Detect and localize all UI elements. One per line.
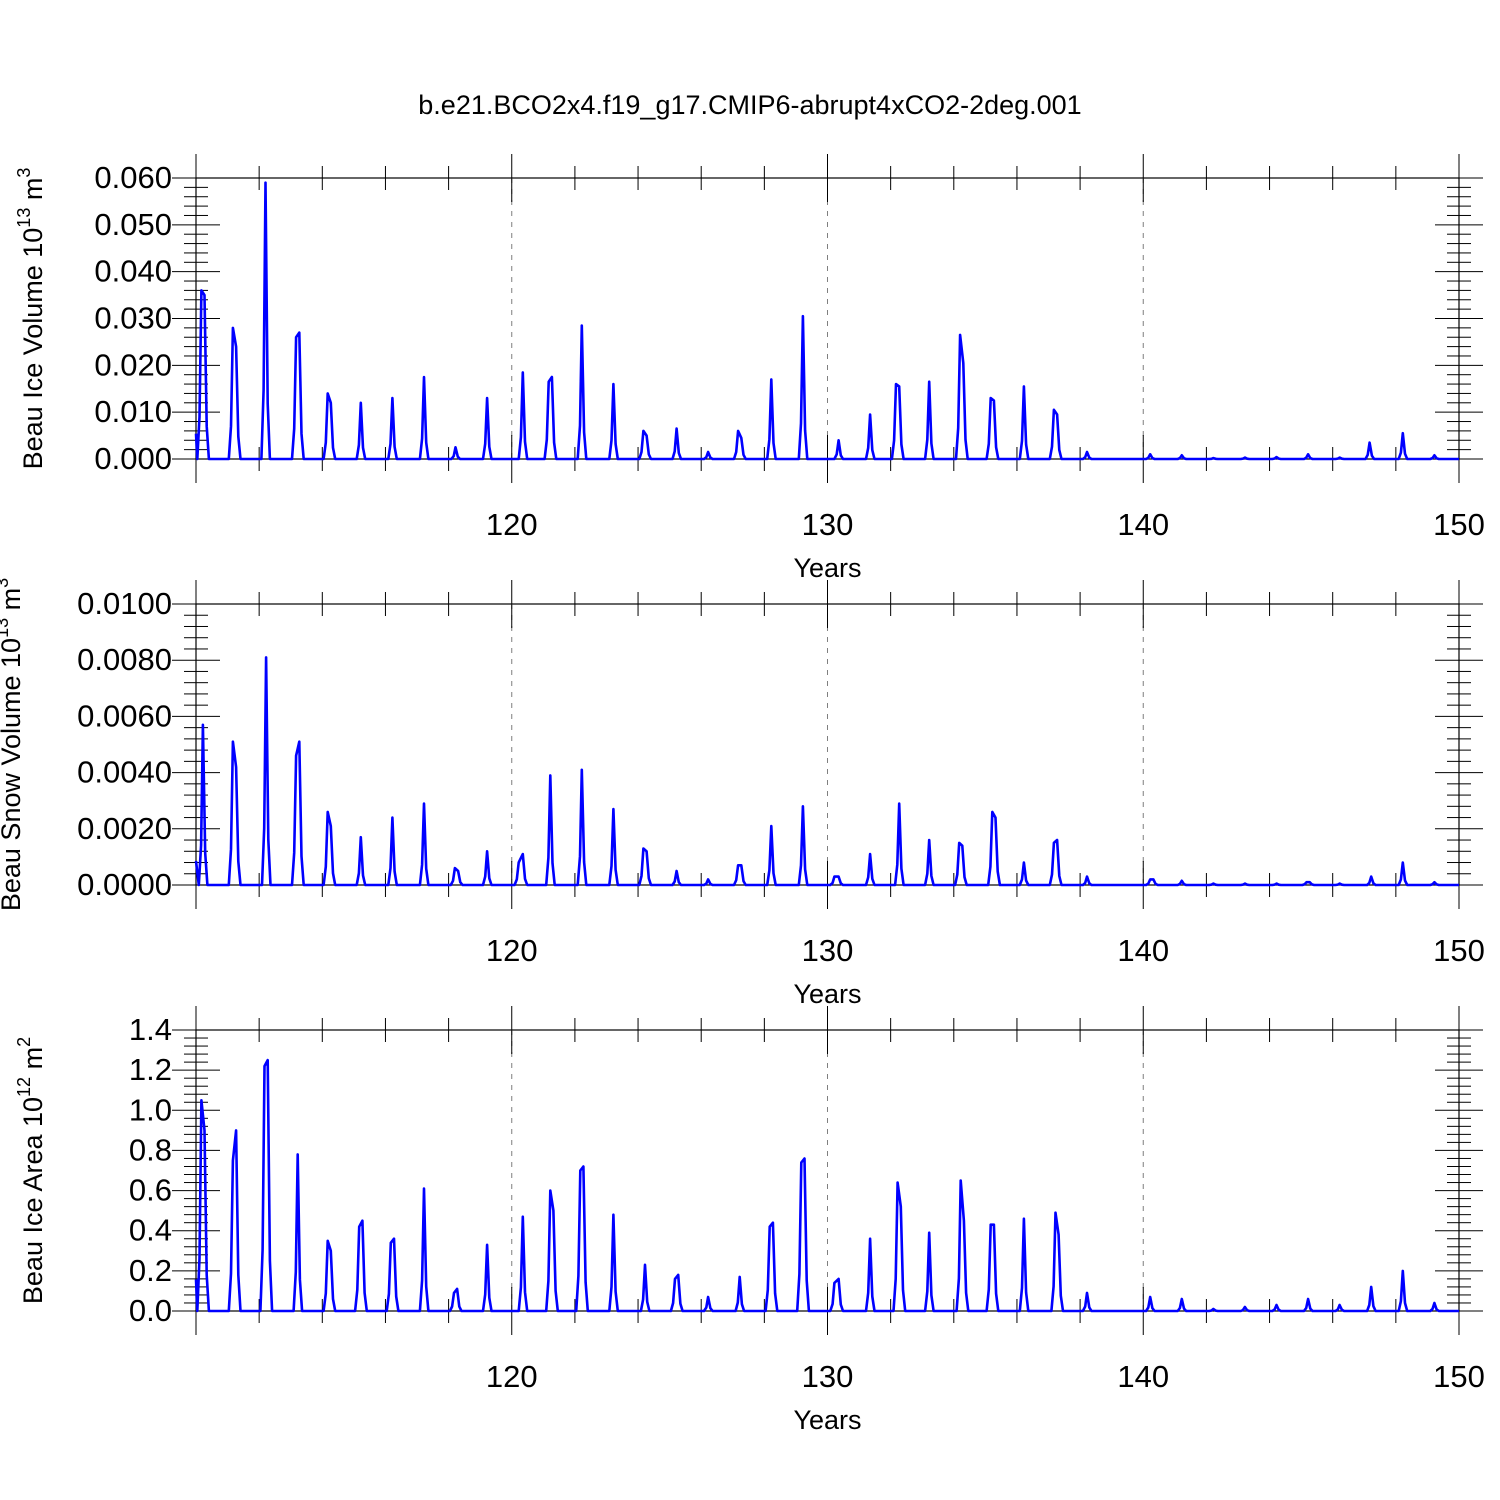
grid-lines bbox=[511, 604, 1144, 885]
plot-frame bbox=[195, 177, 1460, 460]
y-axis-label-exponent: 12 bbox=[14, 1077, 34, 1097]
y-axis-label: Beau Ice Area 1012 m2 bbox=[14, 1037, 48, 1304]
plot-frame bbox=[195, 1029, 1460, 1312]
y-tick-label: 0.030 bbox=[94, 301, 172, 336]
y-axis-label: Beau Snow Volume 1013 m3 bbox=[0, 578, 26, 911]
y-axis-label-unit: m bbox=[18, 178, 48, 208]
y-axis-label-text: Beau Snow Volume 10 bbox=[0, 638, 26, 911]
y-tick-label: 0.6 bbox=[129, 1173, 172, 1208]
y-tick-label: 0.040 bbox=[94, 254, 172, 289]
y-tick-label: 0.0040 bbox=[77, 755, 172, 790]
x-tick-label: 140 bbox=[1117, 507, 1169, 542]
x-tick-label: 130 bbox=[802, 1359, 854, 1394]
y-tick-label: 0.8 bbox=[129, 1132, 172, 1167]
y-axis-label-unit: m bbox=[18, 1047, 48, 1077]
x-tick-label: 120 bbox=[486, 1359, 538, 1394]
y-axis-label-exponent: 13 bbox=[0, 618, 12, 638]
series-line bbox=[194, 1058, 1459, 1313]
y-tick-label: 0.4 bbox=[129, 1213, 172, 1248]
y-tick-label: 0.0 bbox=[129, 1293, 172, 1328]
y-axis-label: Beau Ice Volume 1013 m3 bbox=[14, 168, 48, 470]
y-axis-label-unit-exponent: 3 bbox=[0, 578, 12, 588]
y-axis-label-unit: m bbox=[0, 588, 26, 618]
y-tick-label: 0.0000 bbox=[77, 867, 172, 902]
x-tick-label: 120 bbox=[486, 507, 538, 542]
y-axis-label-unit-exponent: 2 bbox=[14, 1037, 34, 1047]
grid-lines bbox=[511, 1030, 1144, 1311]
panel-ice-area: 0.0 0.2 0.4 0.6 0.8 1.0 1.2 1.4 120 130 140 150 Ye… bbox=[14, 1006, 1485, 1435]
y-axis-label-exponent: 13 bbox=[14, 208, 34, 228]
x-tick-label: 140 bbox=[1117, 1359, 1169, 1394]
x-axis-label: Years bbox=[793, 1405, 861, 1435]
x-axis: 120 130 140 150 bbox=[195, 580, 1485, 968]
series-line bbox=[194, 181, 1459, 461]
x-axis-label: Years bbox=[793, 553, 861, 583]
plot-frame bbox=[195, 603, 1460, 886]
panel-snow-volume: 0.0000 0.0020 0.0040 0.0060 0.0080 0.0100 120… bbox=[0, 578, 1485, 1009]
figure-title: b.e21.BCO2x4.f19_g17.CMIP6-abrupt4xCO2-2… bbox=[418, 90, 1081, 120]
grid-lines bbox=[511, 178, 1144, 459]
y-tick-label: 0.010 bbox=[94, 394, 172, 429]
x-axis: 120 130 140 150 bbox=[195, 154, 1485, 542]
y-tick-label: 0.2 bbox=[129, 1253, 172, 1288]
x-tick-label: 150 bbox=[1433, 507, 1485, 542]
y-axis-label-text: Beau Ice Volume 10 bbox=[18, 228, 48, 470]
x-axis: 120 130 140 150 bbox=[195, 1006, 1485, 1394]
y-tick-label: 0.000 bbox=[94, 441, 172, 476]
series-line bbox=[194, 656, 1459, 887]
y-tick-label: 0.0100 bbox=[77, 586, 172, 621]
y-tick-label: 0.0080 bbox=[77, 642, 172, 677]
x-tick-label: 130 bbox=[802, 933, 854, 968]
y-axis-label-text: Beau Ice Area 10 bbox=[18, 1097, 48, 1304]
y-axis: 0.0 0.2 0.4 0.6 0.8 1.0 1.2 1.4 bbox=[129, 1012, 1483, 1328]
y-tick-label: 0.0060 bbox=[77, 698, 172, 733]
y-tick-label: 0.060 bbox=[94, 160, 172, 195]
x-tick-label: 150 bbox=[1433, 1359, 1485, 1394]
y-tick-label: 1.4 bbox=[129, 1012, 172, 1047]
y-axis: 0.000 0.010 0.020 0.030 0.040 0.050 0.060 bbox=[94, 160, 1483, 476]
y-tick-label: 0.020 bbox=[94, 347, 172, 382]
x-tick-label: 130 bbox=[802, 507, 854, 542]
y-tick-label: 1.0 bbox=[129, 1092, 172, 1127]
x-tick-label: 150 bbox=[1433, 933, 1485, 968]
y-axis: 0.0000 0.0020 0.0040 0.0060 0.0080 0.0100 bbox=[77, 586, 1483, 902]
x-tick-label: 120 bbox=[486, 933, 538, 968]
y-tick-label: 1.2 bbox=[129, 1052, 172, 1087]
y-tick-label: 0.050 bbox=[94, 207, 172, 242]
x-tick-label: 140 bbox=[1117, 933, 1169, 968]
y-tick-label: 0.0020 bbox=[77, 811, 172, 846]
y-axis-label-unit-exponent: 3 bbox=[14, 168, 34, 178]
x-axis-label: Years bbox=[793, 979, 861, 1009]
